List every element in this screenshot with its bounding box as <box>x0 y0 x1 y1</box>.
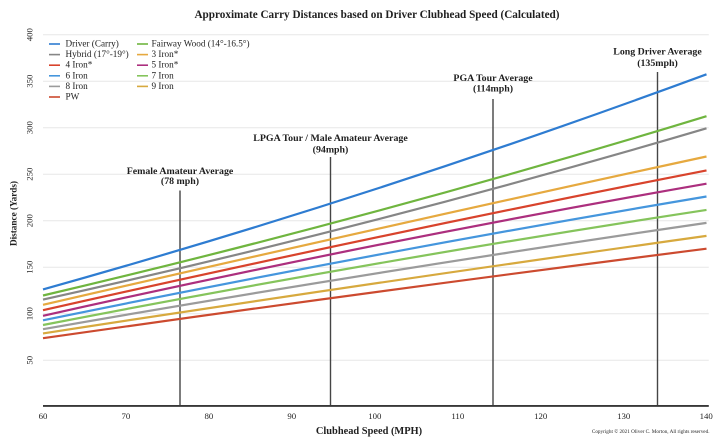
svg-text:Driver (Carry): Driver (Carry) <box>66 39 119 49</box>
svg-text:PGA Tour Average: PGA Tour Average <box>453 73 533 84</box>
svg-text:Hybrid (17°-19°): Hybrid (17°-19°) <box>66 49 129 59</box>
svg-text:150: 150 <box>25 260 35 274</box>
svg-text:Fairway Wood (14°-16.5°): Fairway Wood (14°-16.5°) <box>152 39 250 49</box>
svg-text:6 Iron: 6 Iron <box>66 70 89 80</box>
svg-text:200: 200 <box>25 214 35 228</box>
svg-text:PW: PW <box>66 92 80 102</box>
svg-text:(114mph): (114mph) <box>473 84 513 95</box>
svg-text:(135mph): (135mph) <box>637 58 678 69</box>
svg-text:90: 90 <box>287 411 296 421</box>
svg-text:350: 350 <box>25 74 35 88</box>
svg-text:Distance (Yards): Distance (Yards) <box>9 181 19 246</box>
svg-text:120: 120 <box>534 411 548 421</box>
svg-text:100: 100 <box>368 411 382 421</box>
svg-text:400: 400 <box>25 28 35 42</box>
svg-text:100: 100 <box>25 307 35 321</box>
svg-text:70: 70 <box>122 411 131 421</box>
svg-text:300: 300 <box>25 121 35 135</box>
svg-text:7 Iron: 7 Iron <box>152 70 175 80</box>
svg-text:(78 mph): (78 mph) <box>161 176 199 187</box>
svg-text:4 Iron*: 4 Iron* <box>66 60 93 70</box>
svg-text:5 Iron*: 5 Iron* <box>152 60 179 70</box>
svg-text:250: 250 <box>25 167 35 181</box>
svg-text:50: 50 <box>25 355 35 364</box>
svg-text:Copyright © 2021 Oliver C. Mor: Copyright © 2021 Oliver C. Morton, All r… <box>592 428 710 435</box>
svg-text:Long Driver Average: Long Driver Average <box>613 47 702 58</box>
svg-text:80: 80 <box>205 411 214 421</box>
svg-text:110: 110 <box>451 411 464 421</box>
svg-text:140: 140 <box>700 411 714 421</box>
svg-text:9 Iron: 9 Iron <box>152 81 175 91</box>
svg-text:60: 60 <box>39 411 48 421</box>
svg-text:LPGA Tour / Male Amateur Avera: LPGA Tour / Male Amateur Average <box>253 133 408 144</box>
svg-text:130: 130 <box>617 411 631 421</box>
svg-text:(94mph): (94mph) <box>313 145 349 156</box>
svg-text:Clubhead Speed (MPH): Clubhead Speed (MPH) <box>316 426 422 437</box>
svg-text:8 Iron: 8 Iron <box>66 81 89 91</box>
svg-text:Female Amateur Average: Female Amateur Average <box>127 166 234 177</box>
svg-text:3 Iron*: 3 Iron* <box>152 49 179 59</box>
svg-text:Approximate Carry Distances ba: Approximate Carry Distances based on Dri… <box>194 9 559 21</box>
